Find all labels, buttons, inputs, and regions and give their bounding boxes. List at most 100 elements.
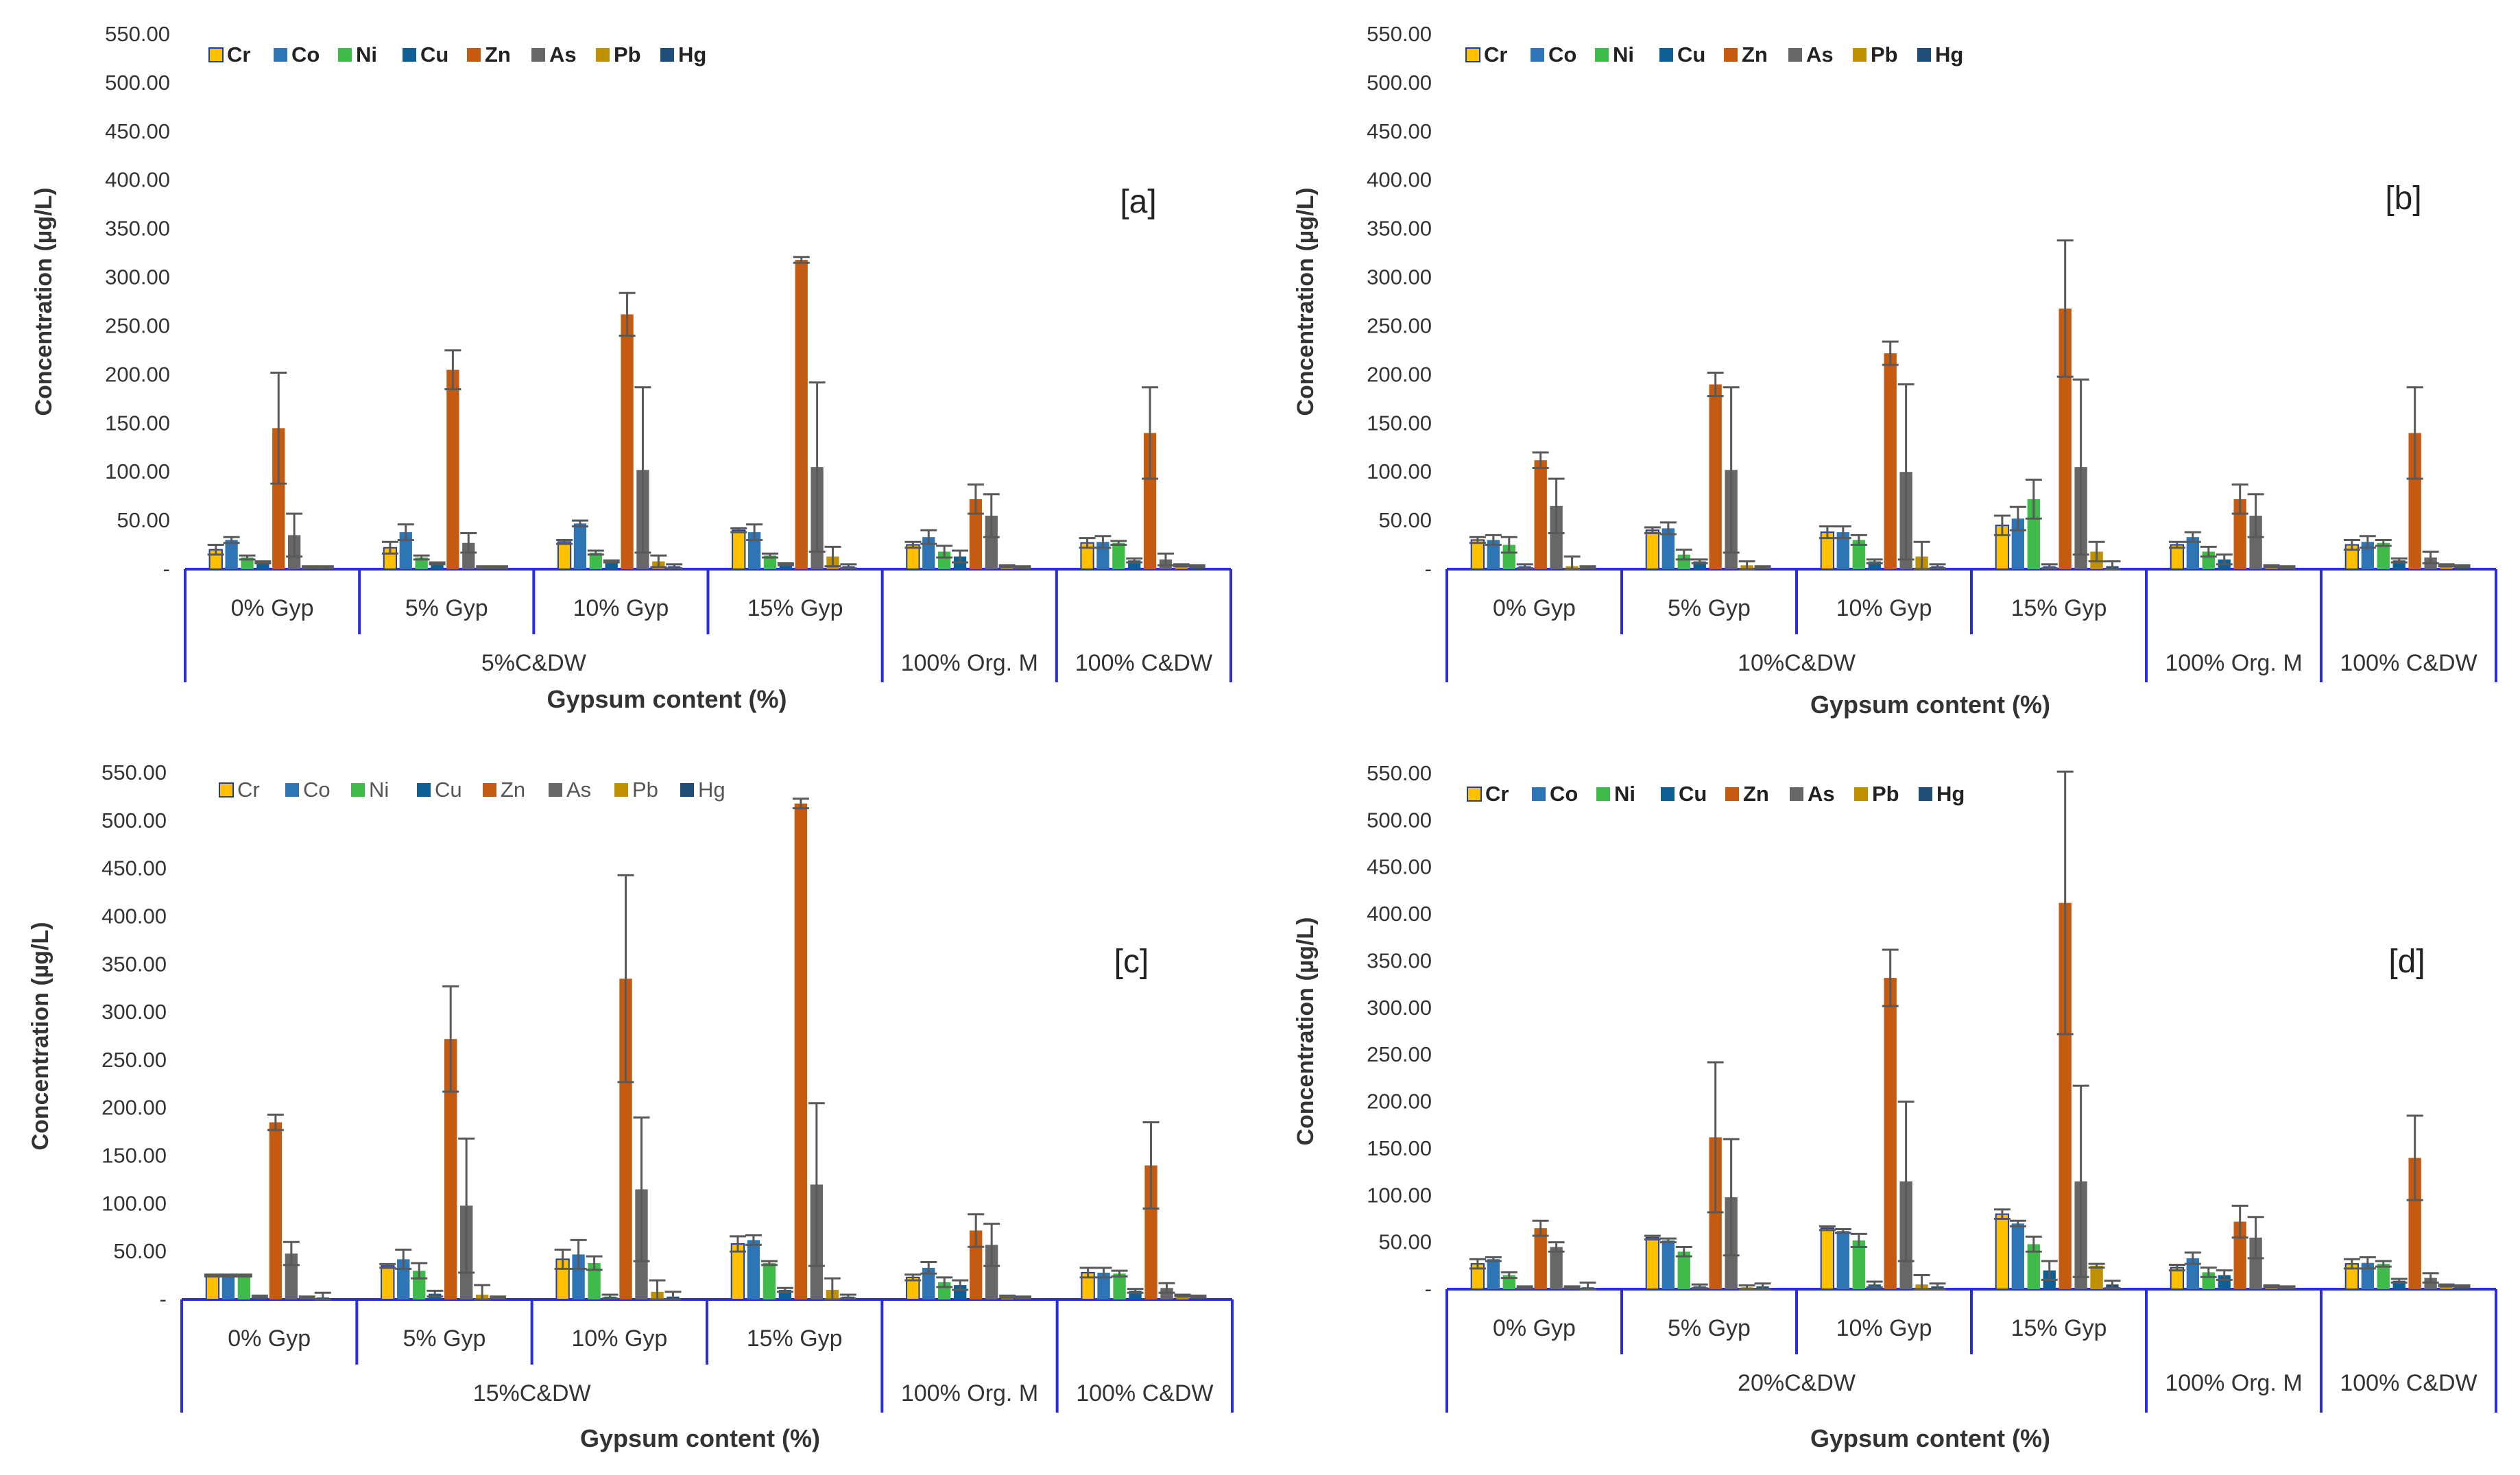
bar-cr xyxy=(1820,1227,1835,1291)
bar-ni xyxy=(588,1262,601,1299)
legend-label-cr: Cr xyxy=(227,43,250,67)
legend-swatch-as xyxy=(549,783,562,797)
legend-swatch-cr xyxy=(1465,47,1480,62)
y-tick-label: 450.00 xyxy=(1367,119,1432,143)
bar-ni xyxy=(1502,544,1515,569)
bar-zn xyxy=(794,803,808,1299)
chart-panel-4: - 50.00 100.00 150.00 200.00 250.00 300.00 350.… xyxy=(1293,761,2497,1452)
legend-swatch-as xyxy=(1790,787,1803,801)
y-tick-label: 300.00 xyxy=(101,1000,167,1024)
bar-zn xyxy=(1884,353,1897,569)
y-axis-label: Concentration (µg/L) xyxy=(31,187,57,416)
y-tick-label: 400.00 xyxy=(101,904,167,928)
bar-cr xyxy=(732,529,746,570)
legend-label-zn: Zn xyxy=(1743,782,1769,806)
bar-cr xyxy=(1645,529,1660,570)
legend-label-ni: Ni xyxy=(1614,782,1635,806)
legend-swatch-hg xyxy=(1917,48,1931,62)
group-label: 100% Org. M xyxy=(2165,650,2302,676)
y-tick-label: 250.00 xyxy=(101,1048,167,1072)
chart-panel-2: - 50.00 100.00 150.00 200.00 250.00 300.00 350.… xyxy=(1293,22,2497,719)
y-tick-label: 150.00 xyxy=(101,1144,167,1168)
bar-ni xyxy=(1112,542,1125,569)
legend-label-hg: Hg xyxy=(698,778,725,802)
bar-zn xyxy=(444,1039,457,1299)
y-tick-label: - xyxy=(1425,1277,1432,1301)
legend-swatch-co xyxy=(285,783,299,797)
group-label: 15%C&DW xyxy=(473,1380,591,1406)
y-axis-label: Concentration (µg/L) xyxy=(27,922,53,1150)
y-tick-label: 550.00 xyxy=(101,760,167,784)
y-tick-label: 50.00 xyxy=(113,1239,167,1263)
group-label: 100% C&DW xyxy=(2340,1370,2477,1396)
bar-co xyxy=(922,1267,935,1299)
y-tick-label: 550.00 xyxy=(1367,761,1432,785)
category-label: 10% Gyp xyxy=(1836,1315,1932,1341)
y-tick-label: 350.00 xyxy=(1367,217,1432,241)
y-tick-label: 200.00 xyxy=(105,362,170,386)
bar-ni xyxy=(2377,1264,2390,1289)
group-label: 10%C&DW xyxy=(1738,650,1856,676)
bar-zn xyxy=(2059,902,2072,1289)
bar-ni xyxy=(1852,540,1865,569)
legend-label-ni: Ni xyxy=(356,43,377,67)
legend-label-hg: Hg xyxy=(1935,43,1963,67)
y-tick-label: 350.00 xyxy=(105,217,170,241)
bar-ni xyxy=(763,555,777,569)
bar-co xyxy=(747,532,761,569)
group-label: 100% Org. M xyxy=(901,1380,1038,1406)
legend-label-as: As xyxy=(1808,782,1835,806)
legend-swatch-ni xyxy=(1595,48,1609,62)
y-tick-label: 300.00 xyxy=(1367,996,1432,1020)
legend-label-pb: Pb xyxy=(632,778,658,802)
legend-swatch-cu xyxy=(403,48,416,62)
legend-swatch-as xyxy=(531,48,545,62)
legend-label-pb: Pb xyxy=(1871,43,1898,67)
legend-swatch-cr xyxy=(1467,787,1482,802)
y-tick-label: 500.00 xyxy=(1367,71,1432,95)
category-label: 0% Gyp xyxy=(228,1326,311,1352)
y-tick-label: 100.00 xyxy=(105,459,170,483)
category-label: 15% Gyp xyxy=(747,1326,843,1352)
y-tick-label: 550.00 xyxy=(1367,22,1432,46)
y-axis-label: Concentration (µg/L) xyxy=(1293,187,1319,416)
legend-label-zn: Zn xyxy=(485,43,511,67)
y-tick-label: 500.00 xyxy=(105,71,170,95)
bar-zn xyxy=(795,260,808,569)
legend-swatch-pb xyxy=(614,783,628,797)
legend-label-co: Co xyxy=(303,778,331,802)
y-tick-label: 150.00 xyxy=(105,411,170,435)
bar-co xyxy=(1487,1259,1500,1289)
bar-zn xyxy=(1143,433,1157,569)
bar-cu xyxy=(605,561,618,569)
y-tick-label: 250.00 xyxy=(1367,313,1432,337)
legend-swatch-ni xyxy=(338,48,352,62)
bar-zn xyxy=(2059,308,2072,569)
legend-label-ni: Ni xyxy=(1613,43,1634,67)
y-tick-label: 500.00 xyxy=(101,808,167,832)
legend-label-co: Co xyxy=(1550,782,1578,806)
bar-cr xyxy=(205,1275,220,1301)
bar-zn xyxy=(269,1122,283,1299)
legend-label-zn: Zn xyxy=(1742,43,1768,67)
bar-ni xyxy=(1113,1273,1126,1299)
y-tick-label: 50.00 xyxy=(1378,1230,1432,1254)
bar-cu xyxy=(1693,561,1706,569)
y-tick-label: 200.00 xyxy=(1367,1090,1432,1114)
legend-label-zn: Zn xyxy=(501,778,525,802)
y-axis-label: Concentration (µg/L) xyxy=(1293,917,1319,1145)
y-tick-label: 550.00 xyxy=(105,22,170,46)
bar-as xyxy=(462,542,475,569)
bar-ni xyxy=(1677,1251,1690,1289)
panel-label: [a] xyxy=(1120,184,1156,220)
category-label: 0% Gyp xyxy=(1493,1315,1576,1341)
legend-label-cu: Cu xyxy=(1677,43,1705,67)
bar-cr xyxy=(381,1265,395,1301)
category-label: 5% Gyp xyxy=(1668,595,1751,621)
legend-swatch-zn xyxy=(1725,787,1739,801)
category-label: 0% Gyp xyxy=(1493,595,1576,621)
bar-co xyxy=(1487,540,1500,569)
bar-co xyxy=(1661,528,1675,569)
legend-label-as: As xyxy=(1806,43,1834,67)
